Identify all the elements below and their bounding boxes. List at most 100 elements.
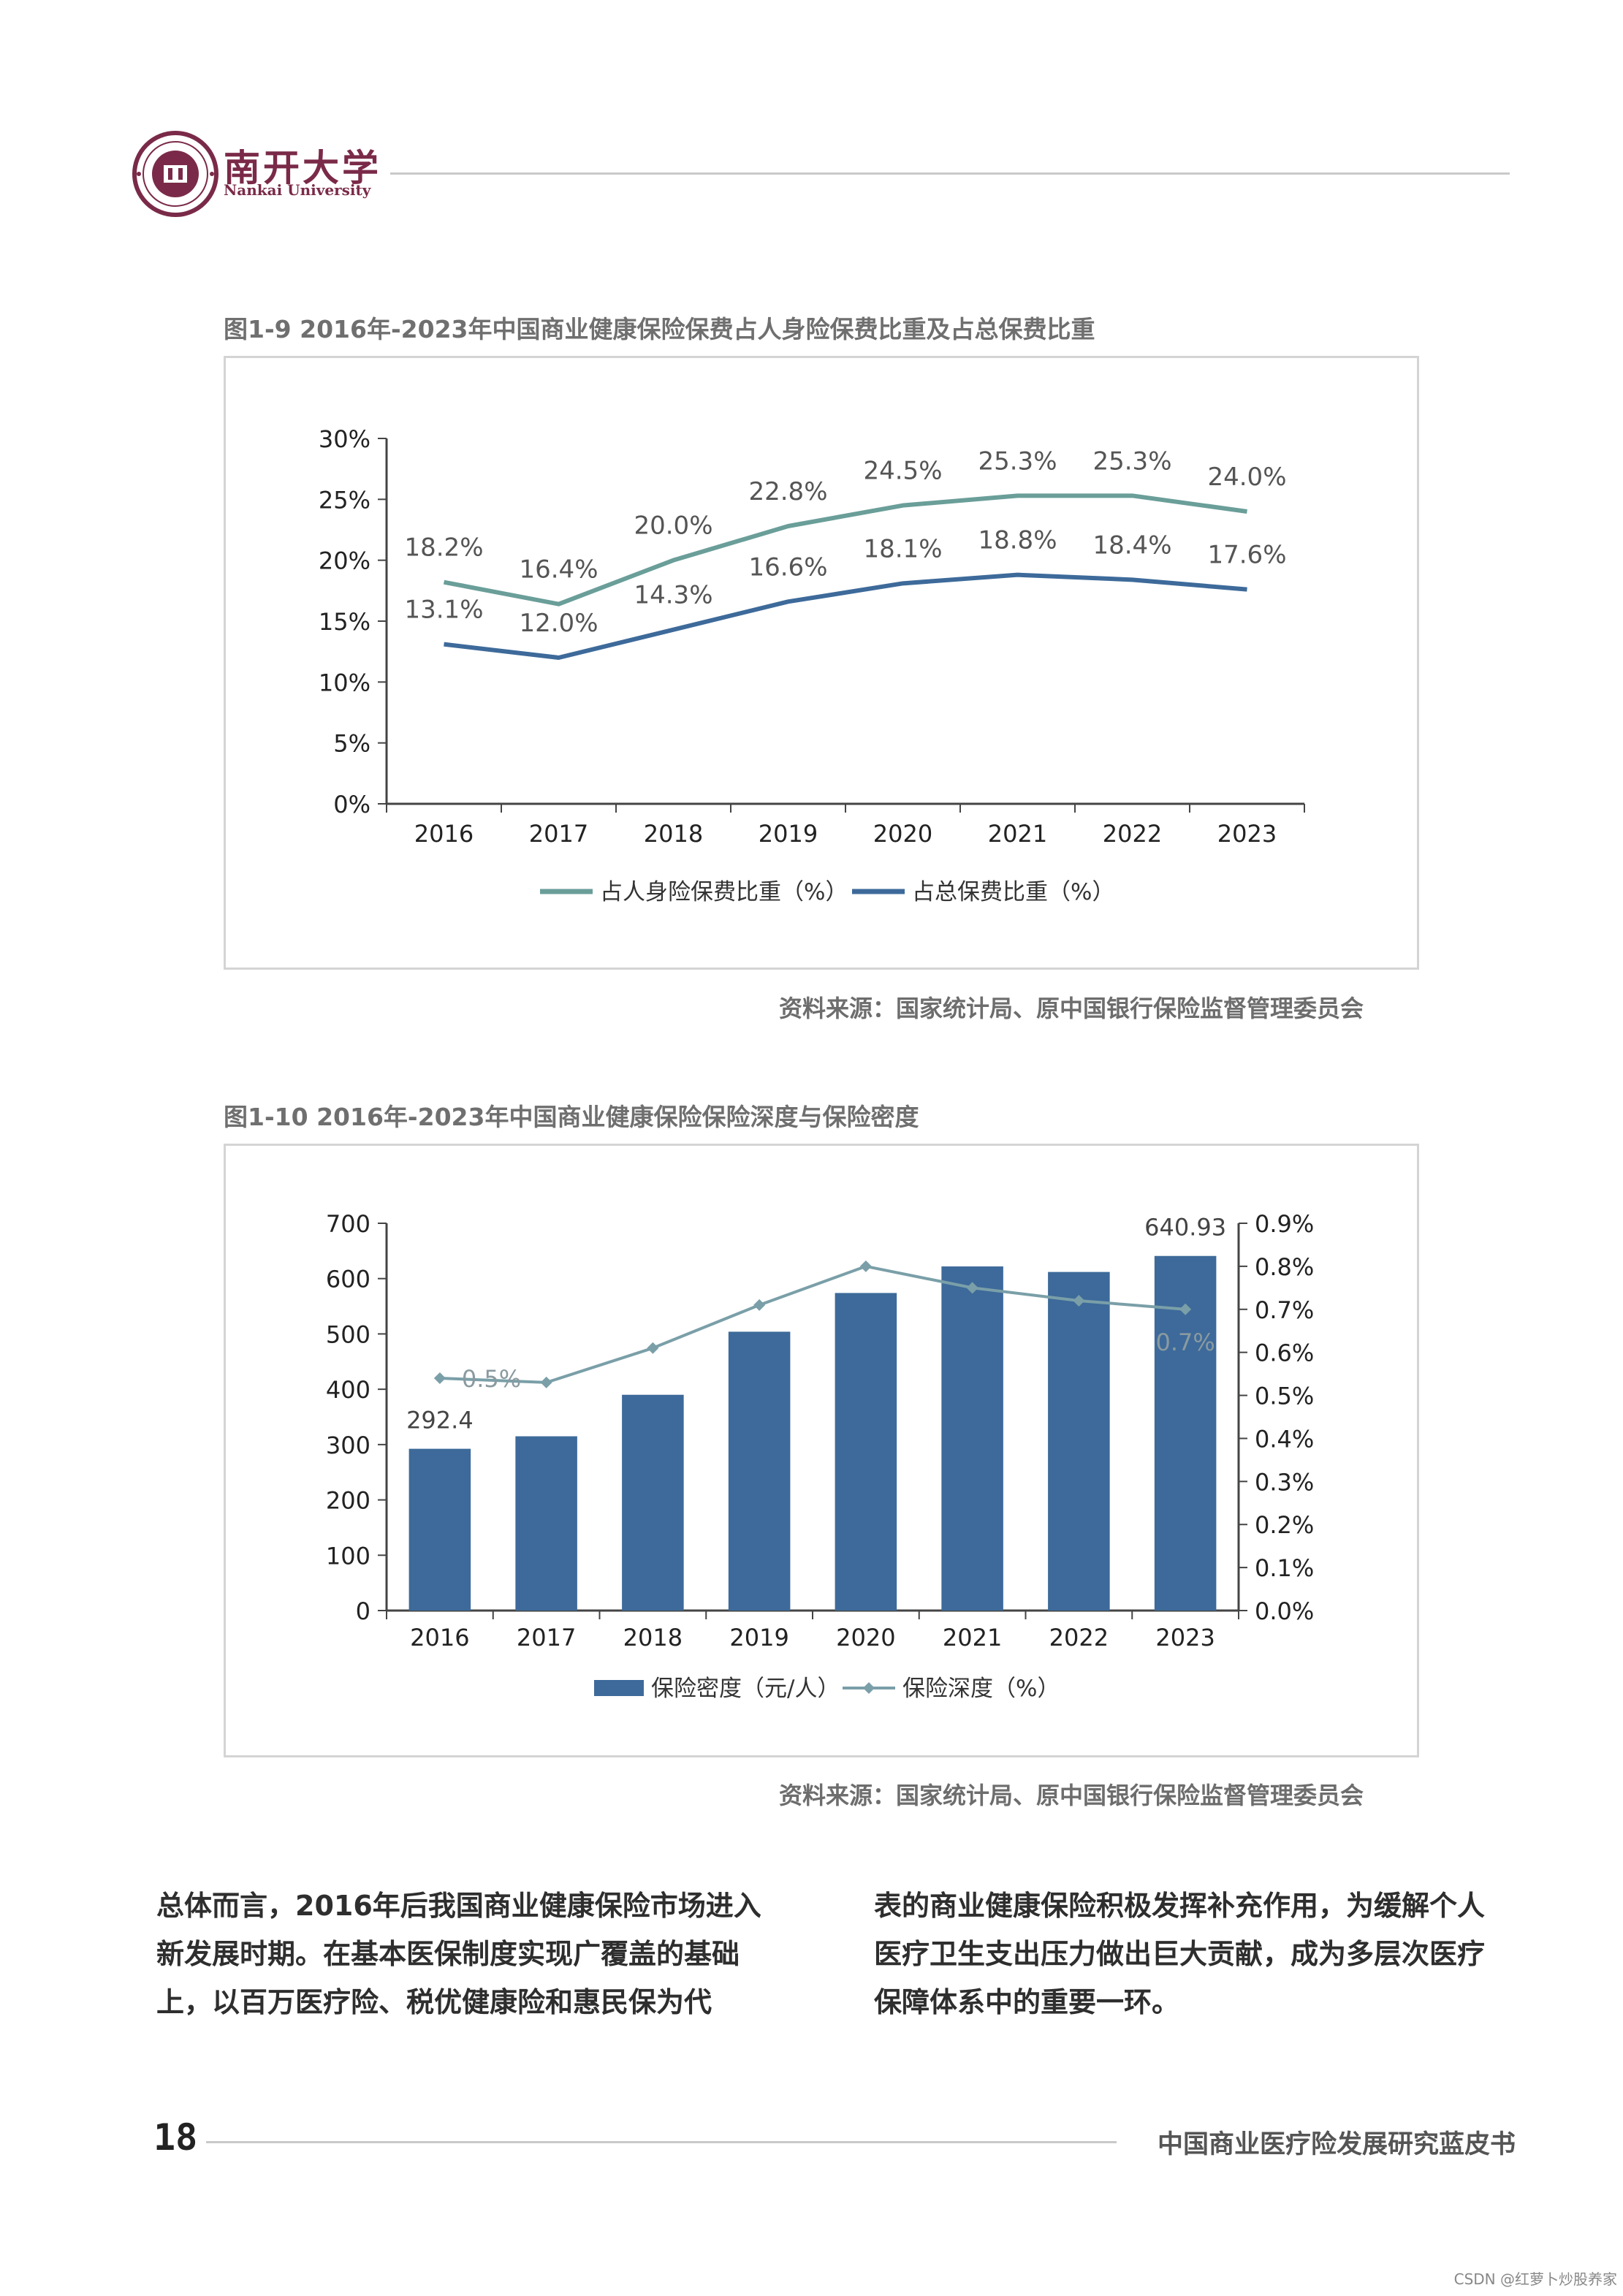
x-tick-label: 2021 xyxy=(943,1624,1002,1651)
left-tick-label: 300 xyxy=(326,1432,370,1459)
body-text-column-2: 表的商业健康保险积极发挥补充作用，为缓解个人医疗卫生支出压力做出巨大贡献，成为多… xyxy=(874,1890,1486,2018)
left-tick-label: 700 xyxy=(326,1210,370,1238)
x-tick-label: 2021 xyxy=(988,820,1047,848)
y-tick-label: 10% xyxy=(319,669,370,696)
x-tick-label: 2020 xyxy=(836,1624,895,1651)
y-tick-label: 20% xyxy=(319,547,370,575)
logo-english-name: Nankai University xyxy=(224,181,371,199)
legend-marker-line xyxy=(863,1682,875,1694)
x-tick-label: 2023 xyxy=(1217,820,1277,848)
figure1-source: 资料来源：国家统计局、原中国银行保险监督管理委员会 xyxy=(779,995,1364,1022)
right-tick-label: 0.8% xyxy=(1255,1253,1314,1281)
data-label: 24.5% xyxy=(863,457,942,486)
right-tick-label: 0.3% xyxy=(1255,1468,1314,1496)
x-tick-label: 2016 xyxy=(414,820,474,848)
x-tick-label: 2022 xyxy=(1103,820,1162,848)
bar-label: 292.4 xyxy=(406,1407,474,1434)
data-label: 24.0% xyxy=(1207,463,1286,492)
figure1-line-chart: 0% 5% 10% 15% 20% 25% 30% 2016 2017 2018 2019 2020 2… xyxy=(319,425,1305,905)
figure1-title: 图1-9 2016年-2023年中国商业健康保险保费占人身险保费比重及占总保费比… xyxy=(224,315,1095,343)
footer-divider xyxy=(206,2141,1117,2143)
bar xyxy=(515,1436,577,1611)
data-label: 22.8% xyxy=(748,477,827,506)
y-tick-label: 30% xyxy=(319,425,370,453)
body-text-column-1: 总体而言，2016年后我国商业健康保险市场进入新发展时期。在基本医保制度实现广覆… xyxy=(156,1890,761,2018)
bar xyxy=(1048,1271,1110,1611)
data-label: 20.0% xyxy=(634,512,712,541)
left-tick-label: 500 xyxy=(326,1320,370,1348)
header-divider xyxy=(390,172,1510,175)
right-tick-label: 0.4% xyxy=(1255,1425,1314,1453)
legend-label-line: 保险深度（%） xyxy=(902,1676,1060,1702)
depth-point xyxy=(966,1282,978,1294)
legend-swatch-bar xyxy=(594,1680,644,1696)
y-tick-label: 15% xyxy=(319,608,370,636)
data-label: 16.4% xyxy=(519,555,598,585)
data-label: 16.6% xyxy=(748,552,827,582)
x-tick-label: 2023 xyxy=(1155,1624,1215,1651)
data-label: 12.0% xyxy=(519,609,598,638)
bar xyxy=(941,1266,1003,1611)
right-tick-label: 0.1% xyxy=(1255,1554,1314,1582)
logo-chinese-name: 南开大学 xyxy=(224,146,381,189)
bar xyxy=(728,1331,791,1611)
figure2-combo-chart: 0 100 200 300 400 500 600 700 0.0% 0.1% 0.2% 0.3% 0.… xyxy=(326,1210,1314,1702)
data-label: 18.2% xyxy=(404,533,483,563)
right-tick-label: 0.9% xyxy=(1255,1210,1314,1238)
data-label: 18.1% xyxy=(863,534,942,563)
x-tick-label: 2018 xyxy=(623,1624,683,1651)
x-tick-label: 2017 xyxy=(517,1624,576,1651)
legend-label-1: 占人身险保费比重（%） xyxy=(600,879,848,905)
left-tick-label: 600 xyxy=(326,1266,370,1293)
depth-point xyxy=(647,1342,659,1354)
x-tick-label: 2019 xyxy=(759,820,818,848)
left-tick-label: 400 xyxy=(326,1376,370,1404)
left-tick-label: 200 xyxy=(326,1487,370,1515)
x-tick-label: 2020 xyxy=(873,820,932,848)
series-line-2 xyxy=(444,572,1247,660)
depth-point xyxy=(540,1376,552,1388)
right-tick-label: 0.6% xyxy=(1255,1339,1314,1367)
depth-line xyxy=(439,1264,1186,1384)
figure2-title: 图1-10 2016年-2023年中国商业健康保险保险深度与保险密度 xyxy=(224,1103,919,1131)
data-label: 13.1% xyxy=(404,596,483,625)
page-number: 18 xyxy=(153,2116,198,2159)
data-label: 18.4% xyxy=(1092,531,1171,560)
data-label: 17.6% xyxy=(1207,541,1286,570)
y-tick-label: 0% xyxy=(333,791,370,818)
left-tick-label: 100 xyxy=(326,1542,370,1570)
legend-label-2: 占总保费比重（%） xyxy=(912,879,1114,905)
y-tick-label: 5% xyxy=(333,730,370,758)
bar xyxy=(408,1448,471,1611)
depth-label: 0.7% xyxy=(1155,1328,1215,1356)
right-tick-label: 0.0% xyxy=(1255,1597,1314,1625)
depth-point xyxy=(1073,1295,1085,1307)
x-tick-label: 2016 xyxy=(410,1624,469,1651)
x-tick-label: 2018 xyxy=(644,820,703,848)
data-label: 18.8% xyxy=(978,526,1057,555)
bar xyxy=(622,1394,684,1611)
footer-book-title: 中国商业医疗险发展研究蓝皮书 xyxy=(1158,2130,1516,2159)
bar-label: 640.93 xyxy=(1144,1214,1226,1242)
depth-label: 0.5% xyxy=(462,1365,521,1393)
right-tick-label: 0.7% xyxy=(1255,1296,1314,1324)
depth-point xyxy=(859,1260,872,1272)
depth-point xyxy=(753,1299,766,1311)
left-tick-label: 0 xyxy=(356,1597,370,1625)
x-tick-label: 2017 xyxy=(529,820,588,848)
depth-point xyxy=(1179,1303,1192,1315)
figure1-frame: 0% 5% 10% 15% 20% 25% 30% 2016 2017 2018 2019 2020 2… xyxy=(224,356,1419,970)
data-label: 25.3% xyxy=(1092,446,1171,476)
right-tick-label: 0.5% xyxy=(1255,1383,1314,1410)
x-tick-label: 2022 xyxy=(1049,1624,1109,1651)
data-label: 25.3% xyxy=(978,446,1057,476)
data-label: 14.3% xyxy=(634,581,712,610)
series-line-1 xyxy=(443,493,1247,607)
figure2-source: 资料来源：国家统计局、原中国银行保险监督管理委员会 xyxy=(779,1782,1364,1809)
y-tick-label: 25% xyxy=(319,486,370,514)
bar xyxy=(835,1293,897,1611)
depth-point xyxy=(433,1372,446,1384)
watermark: CSDN @红萝卜炒股养家 xyxy=(1453,2270,1617,2288)
legend-label-bar: 保险密度（元/人） xyxy=(651,1676,840,1702)
right-tick-label: 0.2% xyxy=(1255,1511,1314,1539)
